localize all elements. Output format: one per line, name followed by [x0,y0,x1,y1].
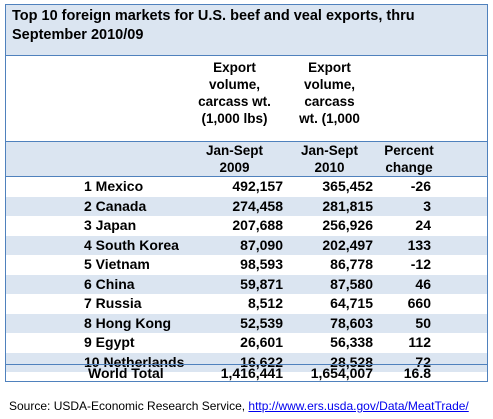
table-row: 5 Vietnam 98,593 86,778 -12 [6,255,487,275]
header-volume-2010: Export volume, carcass wt. (1,000 [299,60,360,126]
volume-2010-cell: 64,715 [330,295,373,311]
source-link[interactable]: http://www.ers.usda.gov/Data/MeatTrade/ [248,399,469,413]
table-row: 1 Mexico 492,157 365,452 -26 [6,177,487,197]
exports-table: Top 10 foreign markets for U.S. beef and… [5,4,488,382]
percent-change-cell: 112 [408,334,431,350]
volume-2009-cell: 87,090 [240,236,283,253]
volume-2010-cell: 281,815 [322,197,373,214]
table-body: 1 Mexico 492,157 365,452 -26 2 Canada 274,458… [6,177,487,372]
country-cell: 7 Russia [84,295,142,311]
total-row: World Total 1,416,441 1,654,007 16.8 [6,364,487,382]
percent-change-cell: 133 [407,236,431,253]
table-title: Top 10 foreign markets for U.S. beef and… [6,5,487,56]
volume-2010-cell: 78,603 [330,314,373,331]
percent-change-cell: -26 [410,178,431,194]
country-cell: 4 South Korea [84,236,179,253]
percent-change-cell: -12 [410,256,431,272]
volume-2009-cell: 59,871 [240,275,283,292]
volume-2010-cell: 28,528 [330,353,373,370]
volume-2010-cell: 56,338 [330,334,373,350]
country-cell: 6 China [84,275,135,292]
country-cell: 2 Canada [84,197,147,214]
country-cell: 5 Vietnam [84,256,150,272]
country-cell: 10 Netherlands [84,353,185,370]
total-2010: 1,654,007 [310,365,373,381]
header-period-row: Jan-Sept 2009 Jan-Sept 2010 Percent chan… [6,141,487,177]
percent-change-cell: 24 [415,217,431,233]
country-cell: 9 Egypt [84,334,135,350]
country-cell: 1 Mexico [84,178,144,194]
total-2009: 1,416,441 [220,365,283,381]
percent-change-cell: 72 [415,353,431,370]
table-row: 3 Japan 207,688 256,926 24 [6,216,487,236]
table-row: 7 Russia 8,512 64,715 660 [6,294,487,314]
percent-change-cell: 46 [415,275,431,292]
total-pct: 16.8 [403,365,431,381]
percent-change-cell: 50 [415,314,431,331]
volume-2010-cell: 202,497 [322,236,373,253]
source-text: Source: USDA-Economic Research Service, [9,399,249,413]
percent-change-cell: 3 [423,197,431,214]
total-label: World Total [88,365,164,381]
table-row: 4 South Korea 87,090 202,497 133 [6,235,487,255]
volume-2010-cell: 87,580 [330,275,373,292]
volume-2009-cell: 26,601 [240,334,283,350]
country-cell: 8 Hong Kong [84,314,172,331]
table-row: 6 China 59,871 87,580 46 [6,274,487,294]
volume-2010-cell: 256,926 [322,217,373,233]
volume-2009-cell: 52,539 [240,314,283,331]
header-percent-change: Percent change [384,143,434,175]
volume-2009-cell: 16,622 [240,353,283,370]
volume-2009-cell: 492,157 [232,178,283,194]
header-volume-2009: Export volume, carcass wt. (1,000 lbs) [198,60,271,126]
table-row: 9 Egypt 26,601 56,338 112 [6,333,487,353]
table-row: 10 Netherlands 16,622 28,528 72 [6,352,487,372]
country-cell: 3 Japan [84,217,137,233]
table-row: 8 Hong Kong 52,539 78,603 50 [6,313,487,333]
volume-2010-cell: 365,452 [322,178,373,194]
volume-2009-cell: 274,458 [232,197,283,214]
source-note: Source: USDA-Economic Research Service, … [9,399,469,413]
volume-2009-cell: 98,593 [240,256,283,272]
table-row: 2 Canada 274,458 281,815 3 [6,196,487,216]
header-period-2010: Jan-Sept 2010 [300,143,358,175]
volume-2010-cell: 86,778 [330,256,373,272]
percent-change-cell: 660 [407,295,431,311]
volume-2009-cell: 8,512 [247,295,283,311]
header-volume-row: Export volume, carcass wt. (1,000 lbs) E… [6,56,487,141]
header-period-2009: Jan-Sept 2009 [205,143,263,175]
volume-2009-cell: 207,688 [232,217,283,233]
